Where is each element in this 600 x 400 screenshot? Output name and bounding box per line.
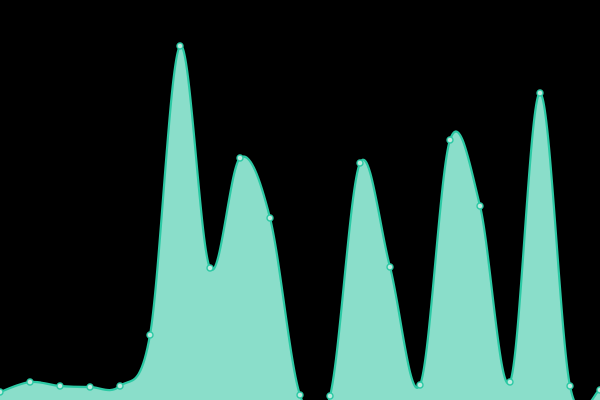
data-point-marker <box>0 388 4 396</box>
data-point-marker <box>236 154 244 162</box>
area-fill <box>0 45 600 400</box>
data-point-marker <box>566 382 574 390</box>
data-point-marker <box>506 378 514 386</box>
data-point-markers <box>0 42 600 400</box>
data-point-marker <box>296 391 304 399</box>
data-point-marker <box>206 264 214 272</box>
data-point-marker <box>176 42 184 50</box>
data-point-marker <box>416 381 424 389</box>
data-point-marker <box>476 202 484 210</box>
data-point-marker <box>116 382 124 390</box>
data-point-marker <box>386 263 394 271</box>
data-point-marker <box>356 159 364 167</box>
data-point-marker <box>26 378 34 386</box>
data-point-marker <box>266 214 274 222</box>
data-point-marker <box>326 392 334 400</box>
data-point-marker <box>536 89 544 97</box>
data-point-marker <box>146 331 154 339</box>
data-point-marker <box>86 383 94 391</box>
area-line <box>0 44 600 400</box>
data-point-marker <box>446 136 454 144</box>
data-point-marker <box>596 386 600 394</box>
data-point-marker <box>56 382 64 390</box>
